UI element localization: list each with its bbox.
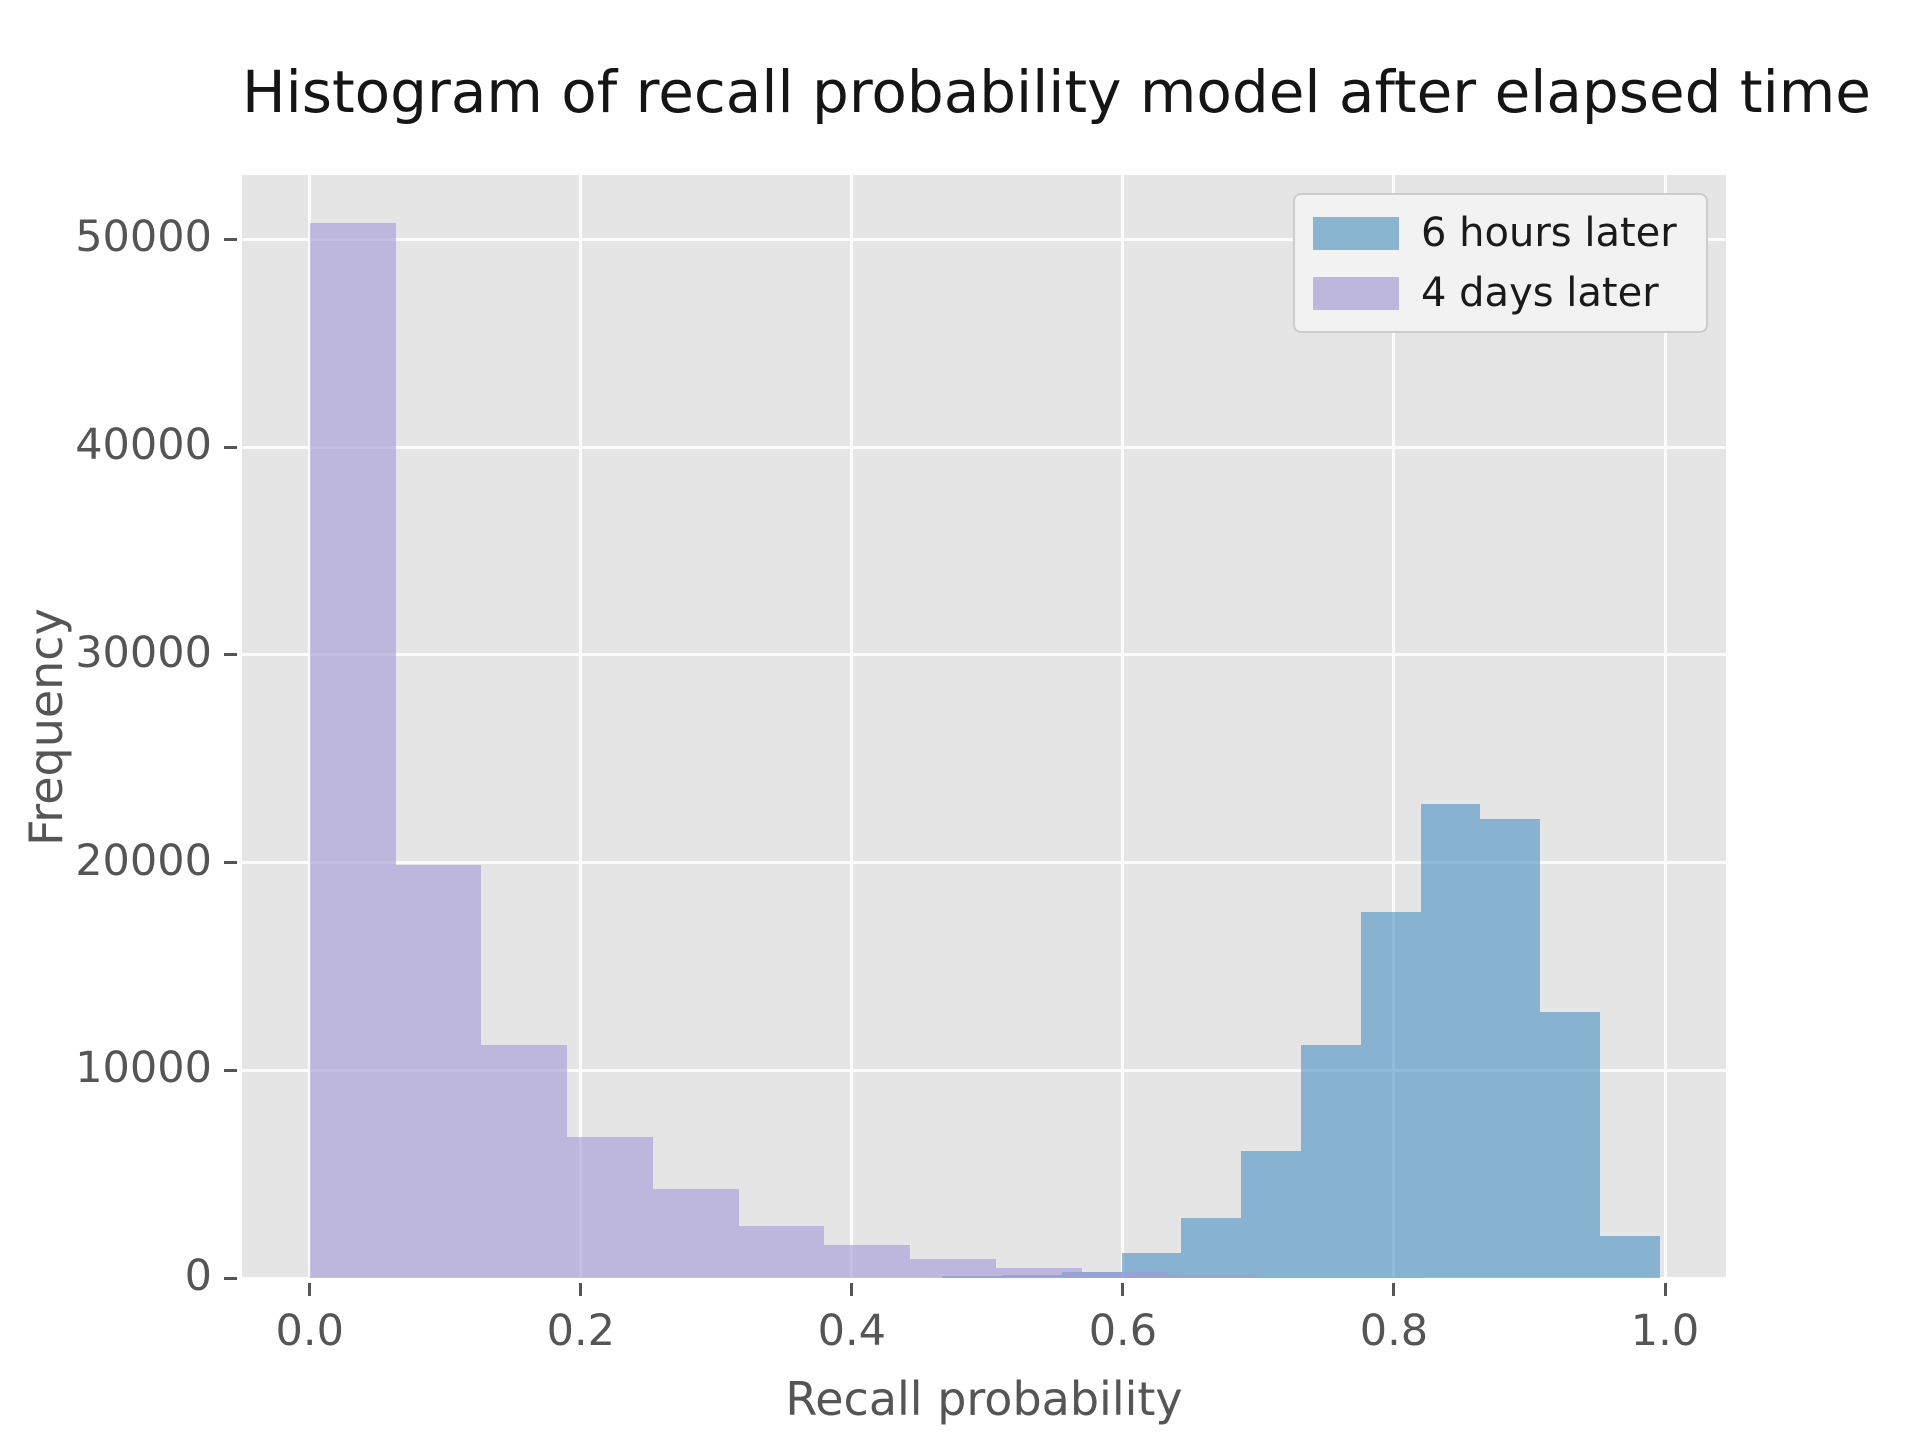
histogram-bar-6-hours-later	[1540, 1012, 1600, 1278]
histogram-bar-4-days-later	[1081, 1271, 1168, 1278]
x-tick-label: 1.0	[1630, 1306, 1700, 1356]
legend-item: 4 days later	[1313, 270, 1688, 316]
legend-label: 4 days later	[1421, 270, 1659, 316]
histogram-bar-4-days-later	[996, 1267, 1082, 1278]
plot-area	[242, 175, 1726, 1278]
histogram-bar-4-days-later	[1253, 1276, 1340, 1278]
x-tick-label: 0.8	[1359, 1306, 1429, 1356]
gridline-horizontal	[242, 445, 1726, 449]
gridline-vertical	[1663, 175, 1667, 1278]
gridline-vertical	[850, 175, 854, 1278]
x-tick-mark	[308, 1283, 312, 1296]
x-axis-label: Recall probability	[785, 1372, 1183, 1426]
histogram-bar-6-hours-later	[1300, 1045, 1361, 1278]
histogram-bar-6-hours-later	[1360, 912, 1421, 1278]
histogram-bar-6-hours-later	[1480, 818, 1541, 1278]
x-tick-mark	[1392, 1283, 1396, 1296]
x-tick-mark	[850, 1283, 854, 1296]
y-tick-mark	[224, 1276, 237, 1280]
x-tick-label: 0.6	[1088, 1306, 1158, 1356]
y-tick-label: 50000	[75, 212, 212, 263]
gridline-horizontal	[242, 653, 1726, 657]
gridline-vertical	[1392, 175, 1396, 1278]
y-tick-label: 40000	[75, 420, 212, 471]
y-tick-mark	[224, 1068, 237, 1072]
histogram-bar-4-days-later	[309, 222, 396, 1278]
gridline-vertical	[1121, 175, 1125, 1278]
y-tick-mark	[224, 445, 237, 449]
histogram-bar-6-hours-later	[1599, 1236, 1660, 1278]
x-tick-mark	[1121, 1283, 1125, 1296]
gridline-horizontal	[242, 861, 1726, 865]
legend-swatch-4-days-later	[1313, 276, 1399, 310]
histogram-bar-4-days-later	[910, 1259, 997, 1278]
y-tick-label: 20000	[75, 835, 212, 886]
legend-item: 6 hours later	[1313, 210, 1688, 256]
y-tick-label: 10000	[75, 1043, 212, 1094]
histogram-bar-4-days-later	[652, 1188, 739, 1278]
y-tick-mark	[224, 653, 237, 657]
histogram-bar-6-hours-later	[1241, 1151, 1301, 1278]
legend: 6 hours later 4 days later	[1293, 193, 1708, 333]
legend-swatch-6-hours-later	[1313, 216, 1399, 250]
histogram-bar-4-days-later	[738, 1226, 825, 1278]
histogram-bar-4-days-later	[481, 1045, 568, 1278]
histogram-bar-4-days-later	[1167, 1274, 1254, 1278]
histogram-bar-4-days-later	[567, 1136, 653, 1278]
x-tick-label: 0.4	[817, 1306, 887, 1356]
x-tick-mark	[1663, 1283, 1667, 1296]
gridline-vertical	[579, 175, 583, 1278]
x-tick-label: 0.2	[546, 1306, 615, 1356]
gridline-horizontal	[242, 237, 1726, 241]
y-tick-mark	[224, 237, 237, 241]
histogram-bar-6-hours-later	[1181, 1217, 1242, 1278]
histogram-bar-4-days-later	[395, 864, 482, 1278]
histogram-bar-6-hours-later	[1420, 804, 1481, 1278]
y-tick-mark	[224, 861, 237, 865]
chart-title: Histogram of recall probability model af…	[242, 58, 1871, 126]
y-tick-label: 30000	[75, 627, 212, 678]
x-tick-mark	[579, 1283, 583, 1296]
histogram-bar-4-days-later	[1339, 1277, 1425, 1278]
y-tick-label: 0	[184, 1251, 212, 1301]
x-tick-label: 0.0	[275, 1306, 344, 1356]
legend-label: 6 hours later	[1421, 210, 1677, 256]
histogram-bar-4-days-later	[824, 1244, 911, 1278]
gridline-horizontal	[242, 1068, 1726, 1072]
